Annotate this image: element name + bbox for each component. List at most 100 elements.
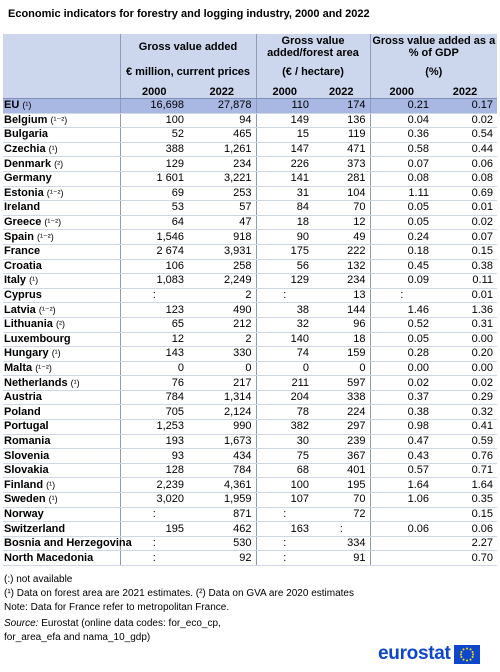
- value-cell: 0.98: [369, 419, 434, 435]
- value-cell: 0.00: [433, 332, 498, 348]
- country-label: Bosnia and Herzegovina: [4, 537, 132, 550]
- value-cell: 68: [255, 463, 313, 479]
- value-cell: 65: [119, 317, 188, 333]
- value-cell: 47: [188, 215, 256, 231]
- table-row: EU (¹) 16,698 27,878 110 174 0.21 0.17: [3, 98, 498, 114]
- value-cell: 204: [255, 390, 313, 406]
- value-cell: 373: [313, 156, 371, 172]
- value-cell: 0.09: [369, 273, 434, 289]
- header-gva-forest-area: Gross value added/forest area: [255, 34, 371, 59]
- country-label: Slovakia: [4, 464, 49, 477]
- value-cell: 4,361: [188, 477, 256, 494]
- value-cell: 174: [313, 98, 371, 114]
- value-cell: 239: [313, 434, 371, 450]
- value-cell: 57: [188, 200, 256, 216]
- value-cell: 0.76: [433, 448, 498, 464]
- table-row: Italy (¹) 1,083 2,249 129 234 0.09 0.11: [3, 273, 498, 289]
- table-row: Cyprus:2:13:0.01: [3, 288, 498, 304]
- country-label: Lithuania: [4, 318, 53, 331]
- footnote-marker: (¹): [46, 479, 56, 490]
- value-cell: 1,253: [119, 419, 188, 435]
- value-cell: 92: [188, 550, 256, 566]
- value-cell: 1.11: [369, 186, 434, 202]
- value-cell: 0.05: [369, 332, 434, 348]
- header-year: 2000: [369, 85, 434, 99]
- value-cell: 0.05: [369, 215, 434, 231]
- value-cell: :: [119, 506, 188, 523]
- country-name: Belgium (¹⁻²): [3, 113, 120, 129]
- country-name: Portugal: [3, 419, 120, 435]
- table-row: Poland 705 2,124 78 224 0.38 0.32: [3, 404, 498, 421]
- value-cell: 211: [255, 375, 313, 391]
- value-cell: 56: [255, 259, 313, 275]
- country-label: Ireland: [4, 201, 41, 214]
- value-cell: 0.02: [433, 113, 498, 129]
- value-cell: 0.07: [433, 229, 498, 245]
- value-cell: :: [255, 288, 313, 304]
- value-cell: 0.38: [369, 404, 434, 421]
- value-cell: 401: [313, 463, 371, 479]
- value-cell: 0.44: [433, 142, 498, 158]
- value-cell: 1,261: [188, 142, 256, 158]
- value-cell: 2: [188, 332, 256, 348]
- table-title: Economic indicators for forestry and log…: [8, 8, 370, 20]
- header-blank: [3, 59, 120, 85]
- value-cell: 597: [313, 375, 371, 391]
- value-cell: 0.20: [433, 346, 498, 362]
- country-name: Romania: [3, 434, 120, 450]
- table-row: Switzerland 195 462 163:0.06 0.06: [3, 521, 498, 537]
- value-cell: 0.28: [369, 346, 434, 362]
- table-row: Malta (¹⁻²) 0 0 0 0 0.00 0.00: [3, 361, 498, 377]
- country-label: Spain: [4, 230, 34, 243]
- value-cell: :: [119, 550, 188, 566]
- value-cell: 367: [313, 448, 371, 464]
- value-cell: 0.57: [369, 463, 434, 479]
- value-cell: 234: [188, 156, 256, 172]
- value-cell: 0.69: [433, 186, 498, 202]
- table-row: Spain (¹⁻²) 1,546 918 90 49 0.24 0.07: [3, 229, 498, 245]
- value-cell: 1.46: [369, 302, 434, 318]
- value-cell: 1,959: [188, 492, 256, 508]
- value-cell: 64: [119, 215, 188, 231]
- value-cell: 72: [313, 506, 371, 523]
- value-cell: 871: [188, 506, 256, 523]
- value-cell: 123: [119, 302, 188, 318]
- header-year: 2022: [433, 85, 498, 99]
- value-cell: 0.00: [369, 361, 434, 377]
- value-cell: 212: [188, 317, 256, 333]
- value-cell: 0.21: [369, 98, 434, 114]
- table-row: Slovenia 93 434 75 367 0.43 0.76: [3, 448, 498, 464]
- country-label: Luxembourg: [4, 332, 71, 345]
- value-cell: 1.36: [433, 302, 498, 318]
- value-cell: :: [255, 506, 313, 523]
- eu-flag-icon: [453, 644, 480, 664]
- value-cell: 0.02: [369, 375, 434, 391]
- header-unit-percent: (%): [369, 59, 498, 85]
- value-cell: 1,673: [188, 434, 256, 450]
- country-label: Netherlands: [4, 376, 68, 389]
- value-cell: 0.52: [369, 317, 434, 333]
- value-cell: 195: [119, 521, 188, 537]
- country-name: Greece (¹⁻²): [3, 215, 120, 231]
- table-row: Romania 193 1,673 30 239 0.47 0.59: [3, 434, 498, 450]
- value-cell: 0.41: [433, 419, 498, 435]
- footnote-not-available: (:) not available: [4, 574, 73, 585]
- country-label: Hungary: [4, 347, 49, 360]
- country-name: Netherlands (¹): [3, 375, 120, 391]
- country-name: France: [3, 244, 120, 260]
- value-cell: 91: [313, 550, 371, 566]
- table-row: Bosnia and Herzegovina:530:334 2.27: [3, 535, 498, 552]
- value-cell: 74: [255, 346, 313, 362]
- table-row: Denmark (²) 129 234 226 373 0.07 0.06: [3, 156, 498, 172]
- table-row: Croatia 106 258 56 132 0.45 0.38: [3, 259, 498, 275]
- country-name: Slovenia: [3, 448, 120, 464]
- value-cell: 49: [313, 229, 371, 245]
- country-label: Germany: [4, 172, 52, 185]
- footnote-marker: (²): [54, 158, 64, 169]
- country-label: Denmark: [4, 157, 52, 170]
- value-cell: 30: [255, 434, 313, 450]
- value-cell: :: [255, 550, 313, 566]
- country-label: Cyprus: [4, 289, 42, 302]
- value-cell: 159: [313, 346, 371, 362]
- country-name: Switzerland: [3, 521, 120, 537]
